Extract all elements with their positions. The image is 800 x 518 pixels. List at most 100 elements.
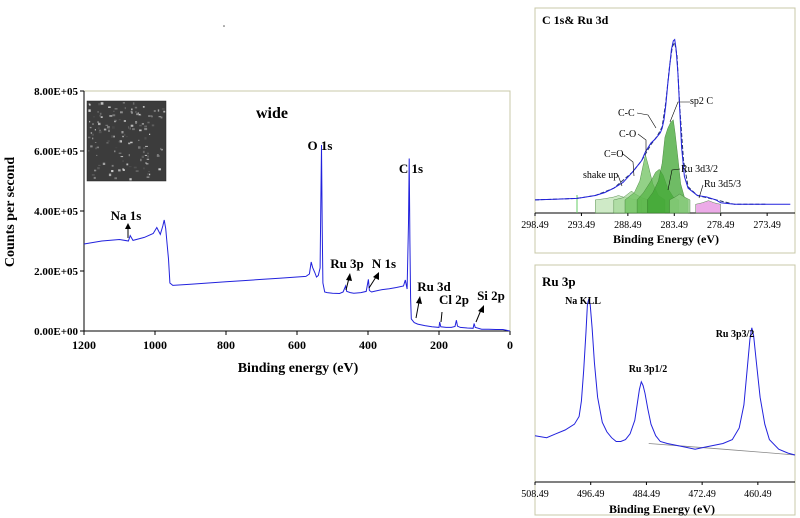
sem-speckle-dot bbox=[91, 174, 95, 176]
sem-speckle-dot bbox=[95, 147, 97, 150]
c1s-title: C 1s& Ru 3d bbox=[542, 13, 609, 27]
sem-speckle-dot bbox=[114, 150, 116, 153]
c1s-ru3d-panel: C 1s& Ru 3d 298.49 293.49 288.49 283.49 278.… bbox=[521, 7, 796, 254]
sem-speckle-dot bbox=[124, 133, 126, 136]
sem-speckle-dot bbox=[94, 169, 97, 172]
sem-speckle-dot bbox=[135, 121, 138, 123]
sem-speckle-dot bbox=[107, 126, 110, 129]
sem-speckle-dot bbox=[139, 129, 142, 132]
sem-speckle-dot bbox=[113, 110, 115, 112]
c1s-component-ru-3d5-3 bbox=[695, 200, 721, 214]
sem-speckle-dot bbox=[128, 154, 130, 157]
sem-speckle-dot bbox=[161, 108, 165, 110]
arrow-cl2p bbox=[440, 311, 443, 323]
sem-speckle-dot bbox=[98, 164, 101, 166]
wide-y-label: Counts per second bbox=[3, 157, 18, 267]
sem-speckle-dot bbox=[128, 126, 130, 129]
sem-speckle-dot bbox=[146, 158, 150, 160]
c1s-x-tick-label: 283.49 bbox=[661, 220, 689, 231]
sem-speckle-dot bbox=[123, 120, 126, 122]
sem-speckle-dot bbox=[122, 102, 125, 104]
sem-speckle-dot bbox=[107, 140, 110, 142]
ru3p-panel: Ru 3p 508.49 496.49 484.49 472.49 460.49 Bin… bbox=[521, 264, 796, 516]
sem-speckle-dot bbox=[97, 111, 99, 113]
sem-speckle-dot bbox=[132, 128, 135, 131]
sem-speckle-dot bbox=[120, 156, 124, 158]
sem-speckle-dot bbox=[135, 170, 139, 172]
sem-speckle-dot bbox=[92, 137, 94, 140]
sem-speckle-dot bbox=[112, 135, 115, 138]
wide-x-tick-label: 600 bbox=[288, 338, 306, 352]
arrow-ru3d bbox=[415, 301, 420, 319]
sem-speckle-dot bbox=[136, 113, 139, 116]
ru3p-x-tick-label: 460.49 bbox=[744, 489, 772, 500]
sem-speckle-dot bbox=[158, 168, 161, 171]
c1s-x-tick-label: 298.49 bbox=[521, 220, 549, 231]
sem-speckle-dot bbox=[97, 121, 99, 123]
wide-x-tick-label: 0 bbox=[507, 338, 513, 352]
sem-speckle-dot bbox=[145, 162, 147, 164]
wide-x-tick-label: 800 bbox=[217, 338, 235, 352]
sem-speckle-dot bbox=[160, 147, 162, 150]
sem-speckle-dot bbox=[88, 150, 90, 152]
wide-panel: 0.00E+00 2.00E+05 4.00E+05 6.00E+05 8.00E+05… bbox=[3, 86, 513, 376]
sem-speckle-dot bbox=[140, 158, 142, 162]
sem-speckle-dot bbox=[147, 155, 149, 158]
c1s-panel-frame bbox=[534, 7, 796, 254]
sem-speckle-dot bbox=[124, 107, 126, 110]
label-n1s: N 1s bbox=[372, 256, 396, 271]
arrowhead-ru3p bbox=[346, 273, 352, 281]
arrowhead-na1s bbox=[125, 223, 131, 229]
c1s-x-label: Binding Energy (eV) bbox=[613, 232, 719, 246]
sem-speckle-dot bbox=[93, 176, 96, 179]
sem-speckle-dot bbox=[108, 173, 112, 177]
ru3p-x-tick-label: 484.49 bbox=[633, 489, 661, 500]
sem-speckle-dot bbox=[146, 176, 150, 178]
sem-speckle-dot bbox=[153, 110, 156, 112]
sem-speckle-dot bbox=[129, 178, 132, 181]
sem-speckle-dot bbox=[122, 169, 125, 171]
label-cl2p: Cl 2p bbox=[439, 292, 469, 307]
sem-speckle-dot bbox=[99, 114, 101, 117]
sem-speckle-dot bbox=[114, 119, 117, 122]
sem-speckle-dot bbox=[115, 147, 118, 149]
sem-speckle-dot bbox=[97, 167, 100, 170]
label-ru3d53: Ru 3d5/3 bbox=[704, 179, 741, 190]
sem-speckle-dot bbox=[94, 129, 96, 131]
wide-y-tick-label: 4.00E+05 bbox=[34, 206, 78, 218]
sem-speckle-dot bbox=[144, 154, 147, 156]
label-ru3p12: Ru 3p1/2 bbox=[629, 364, 668, 375]
sem-speckle-dot bbox=[146, 163, 149, 165]
sem-speckle-dot bbox=[108, 106, 111, 108]
label-co: C-O bbox=[619, 129, 636, 140]
sem-speckle-dot bbox=[121, 131, 124, 134]
sem-speckle-dot bbox=[111, 164, 114, 167]
sem-speckle-dot bbox=[131, 108, 133, 111]
label-ru3p: Ru 3p bbox=[330, 256, 364, 271]
ru3p-x-tick-label: 472.49 bbox=[688, 489, 716, 500]
label-sp2c: sp2 C bbox=[690, 96, 713, 107]
label-o1s: O 1s bbox=[308, 138, 333, 153]
sem-speckle-dot bbox=[141, 155, 144, 158]
label-na1s: Na 1s bbox=[111, 208, 142, 223]
sem-speckle-dot bbox=[163, 110, 166, 113]
c1s-x-tick-label: 288.49 bbox=[614, 220, 642, 231]
label-ru3d32: Ru 3d3/2 bbox=[681, 164, 718, 175]
label-ru3p32: Ru 3p3/2 bbox=[716, 329, 755, 340]
ru3p-background-line bbox=[648, 443, 796, 456]
sem-speckle-dot bbox=[143, 167, 145, 170]
wide-y-tick-label: 6.00E+05 bbox=[34, 146, 78, 158]
sem-speckle-dot bbox=[112, 126, 115, 129]
sem-speckle-dot bbox=[122, 168, 125, 170]
sem-speckle-dot bbox=[138, 139, 140, 141]
ru3p-x-tick-label: 496.49 bbox=[577, 489, 605, 500]
sem-speckle-dot bbox=[112, 114, 116, 117]
label-c-dbl-o: C=O bbox=[604, 149, 624, 160]
arrowhead-ru3d bbox=[416, 296, 422, 304]
sem-speckle-dot bbox=[144, 128, 148, 131]
sem-speckle-dot bbox=[160, 116, 163, 119]
sem-speckle-dot bbox=[96, 146, 99, 149]
sem-speckle-dot bbox=[120, 111, 123, 114]
sem-speckle-dot bbox=[92, 123, 94, 125]
